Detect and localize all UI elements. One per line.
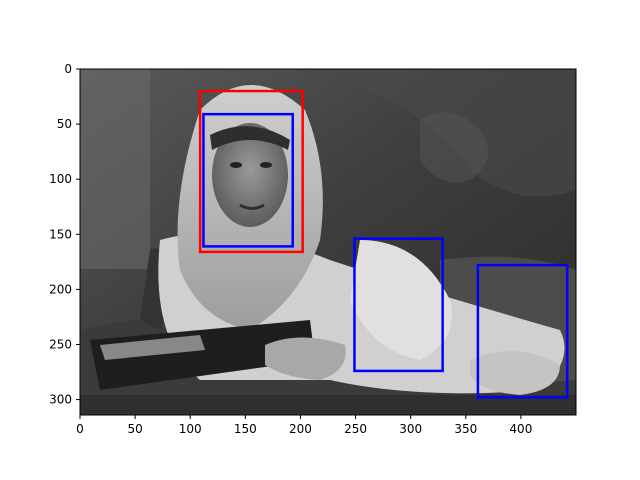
y-tick-label: 0 [64,62,72,76]
x-axis: 0 50 100 150 200 250 300 350 400 [76,415,532,436]
y-tick-label: 150 [49,227,72,241]
y-tick-label: 200 [49,282,72,296]
x-tick-label: 300 [399,422,422,436]
y-tick-label: 100 [49,172,72,186]
x-tick-label: 50 [127,422,142,436]
y-tick-label: 50 [57,117,72,131]
blue-box-3 [476,263,569,399]
axes-frame [79,68,577,416]
photo [80,69,576,415]
y-tick-label: 300 [49,393,72,407]
x-tick-label: 400 [509,422,532,436]
y-tick-label: 250 [49,337,72,351]
x-tick-label: 200 [289,422,312,436]
red-box [198,89,304,254]
blue-box-1 [202,112,294,248]
bounding-boxes [198,89,569,399]
x-tick-label: 150 [234,422,257,436]
x-tick-label: 350 [454,422,477,436]
x-tick-label: 0 [76,422,84,436]
blue-box-2 [353,237,444,373]
x-tick-label: 250 [344,422,367,436]
x-tick-label: 100 [179,422,202,436]
y-axis: 0 50 100 150 200 250 300 [49,62,80,407]
